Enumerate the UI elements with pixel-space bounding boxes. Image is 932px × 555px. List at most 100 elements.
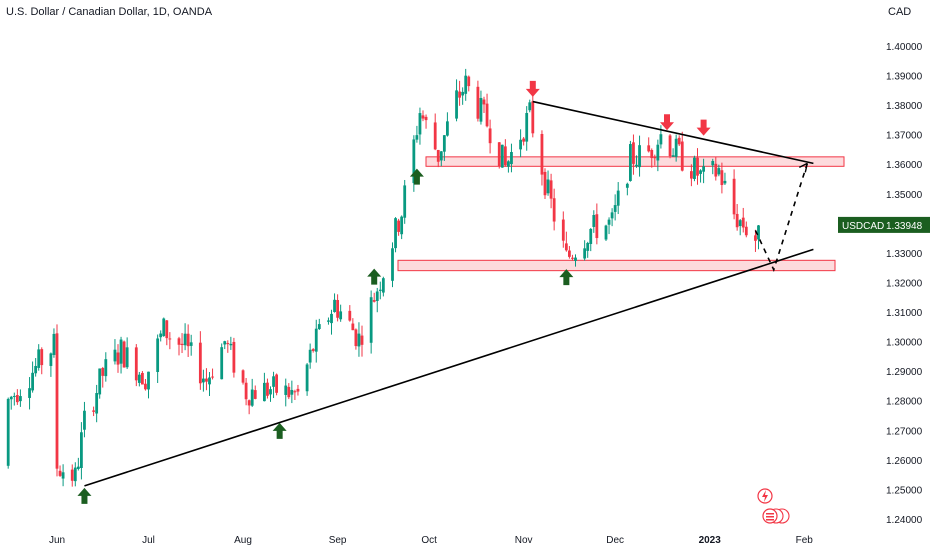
last-price-symbol: USDCAD <box>842 221 884 232</box>
projection-path[interactable] <box>754 163 809 272</box>
candle <box>308 343 312 369</box>
candle <box>269 386 272 402</box>
last-price-marker: USDCAD 1.33948 <box>838 216 930 233</box>
x-tick-label: Jul <box>142 535 155 546</box>
candle <box>528 99 532 113</box>
down-arrow-marker <box>696 119 711 136</box>
candle <box>226 340 230 353</box>
lower-trendline[interactable] <box>84 248 814 487</box>
up-arrow-marker <box>367 268 382 285</box>
candle <box>479 90 483 125</box>
candle <box>607 217 611 235</box>
candle <box>253 385 257 400</box>
y-tick-label: 1.39000 <box>886 72 923 83</box>
candle <box>391 242 394 288</box>
candle <box>616 182 620 215</box>
candle <box>6 397 10 469</box>
candle <box>693 155 696 182</box>
candle <box>571 254 574 261</box>
candle <box>205 368 208 391</box>
candle <box>144 378 147 391</box>
last-price-badge <box>838 216 930 233</box>
candle <box>629 140 632 182</box>
candle <box>714 156 718 181</box>
candle <box>296 384 300 396</box>
y-tick-label: 1.32000 <box>886 278 923 289</box>
candle <box>738 219 742 236</box>
candle <box>348 305 352 322</box>
candle <box>458 80 461 106</box>
candle <box>250 378 254 407</box>
candle <box>232 337 236 378</box>
candle <box>229 336 233 350</box>
candle <box>168 332 172 350</box>
y-tick-label: 1.26000 <box>886 456 923 467</box>
candle <box>55 324 59 477</box>
candle <box>467 75 471 92</box>
candle <box>272 371 275 399</box>
candle <box>122 340 126 368</box>
candle <box>223 340 227 350</box>
candle <box>95 384 99 423</box>
candle <box>717 164 721 177</box>
trendlines-layer <box>84 100 814 487</box>
down-arrow-marker <box>525 80 540 97</box>
zones-layer <box>397 156 845 272</box>
candle <box>369 290 373 354</box>
currency-label: CAD <box>888 6 912 18</box>
candle <box>723 172 727 185</box>
x-tick-label: Sep <box>329 535 347 546</box>
candle <box>690 164 693 187</box>
events-stack-icon[interactable] <box>762 508 790 524</box>
candle <box>372 292 376 303</box>
candle <box>381 276 385 297</box>
support-zone[interactable] <box>397 259 836 272</box>
candle <box>461 87 465 105</box>
candle <box>720 162 724 194</box>
candle <box>574 254 577 267</box>
resistance-zone[interactable] <box>425 156 845 167</box>
candle <box>186 324 190 357</box>
candle <box>375 287 379 313</box>
candle <box>317 318 321 331</box>
candle <box>564 231 568 252</box>
candle <box>165 320 169 346</box>
candle <box>287 383 291 400</box>
y-tick-label: 1.40000 <box>886 42 923 53</box>
candle <box>653 154 657 166</box>
candle <box>757 224 760 250</box>
candle <box>49 352 53 377</box>
candle <box>476 80 480 122</box>
y-tick-label: 1.28000 <box>886 397 923 408</box>
up-arrow-marker <box>77 487 92 504</box>
upper-trendline[interactable] <box>532 100 814 165</box>
candle <box>522 137 526 146</box>
candle <box>656 139 660 172</box>
candle <box>183 323 187 351</box>
candle <box>76 457 80 471</box>
x-tick-label: Dec <box>606 535 624 546</box>
candle <box>500 144 504 168</box>
candle <box>464 68 468 101</box>
candle <box>378 281 382 300</box>
y-tick-label: 1.35000 <box>886 190 923 201</box>
lightning-icon[interactable] <box>757 488 773 504</box>
up-arrow-marker <box>272 422 287 439</box>
candle <box>638 135 641 177</box>
candle <box>680 131 684 172</box>
candle <box>433 113 437 151</box>
chart-icons <box>757 488 790 524</box>
projection-arrowhead <box>798 162 808 173</box>
down-arrow-marker <box>660 114 674 131</box>
candle <box>415 125 419 143</box>
candle <box>211 368 214 380</box>
candle <box>180 333 184 354</box>
arrows-layer <box>77 80 711 504</box>
x-tick-label: Aug <box>234 535 252 546</box>
candle <box>485 93 489 128</box>
candle <box>744 221 748 238</box>
candle <box>455 79 458 122</box>
candle <box>177 336 181 356</box>
candle <box>119 336 123 374</box>
